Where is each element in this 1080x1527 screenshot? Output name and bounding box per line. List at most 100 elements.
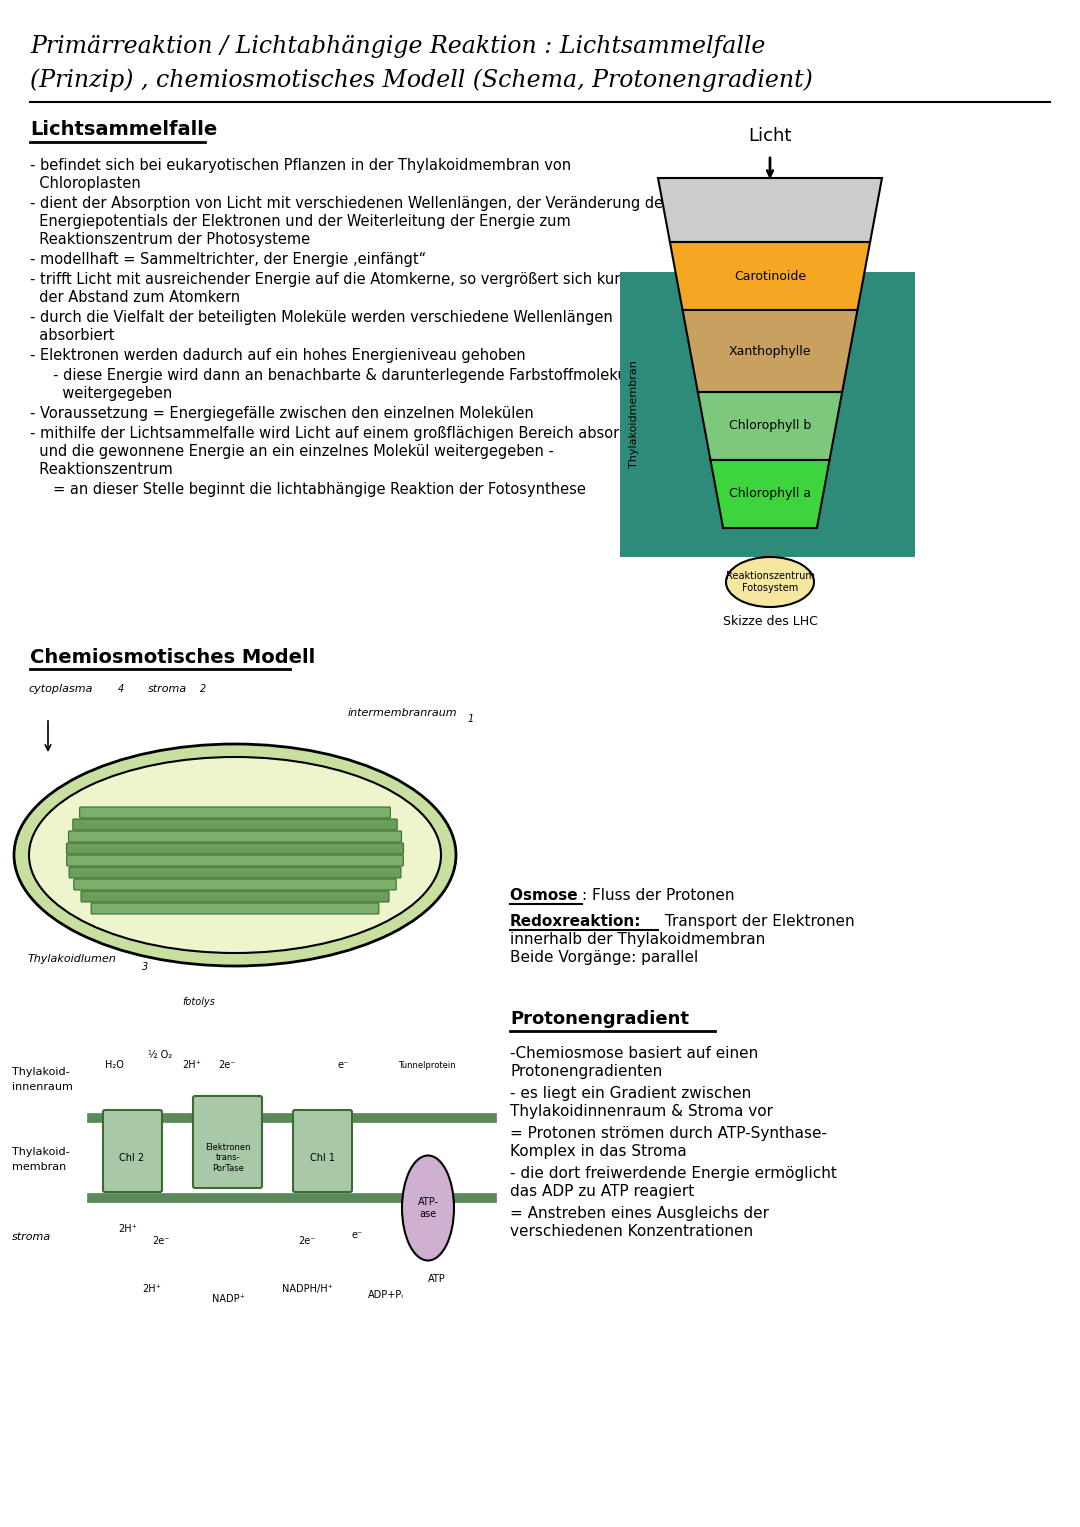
Text: H₂O: H₂O <box>105 1060 124 1070</box>
Polygon shape <box>711 460 829 528</box>
Text: Chloroplasten: Chloroplasten <box>30 176 140 191</box>
Text: 2e⁻: 2e⁻ <box>218 1060 235 1070</box>
Text: Energiepotentials der Elektronen und der Weiterleitung der Energie zum: Energiepotentials der Elektronen und der… <box>30 214 570 229</box>
Text: - modellhaft = Sammeltrichter, der Energie ‚einfängt“: - modellhaft = Sammeltrichter, der Energ… <box>30 252 427 267</box>
Text: Thylakoidlumen: Thylakoidlumen <box>28 954 117 964</box>
Text: - Voraussetzung = Energiegefälle zwischen den einzelnen Molekülen: - Voraussetzung = Energiegefälle zwische… <box>30 406 534 421</box>
Text: Carotinoide: Carotinoide <box>734 269 806 282</box>
Text: = Anstreben eines Ausgleichs der: = Anstreben eines Ausgleichs der <box>510 1206 769 1222</box>
Text: e⁻: e⁻ <box>338 1060 349 1070</box>
FancyBboxPatch shape <box>81 890 389 902</box>
Text: 2H⁺: 2H⁺ <box>183 1060 201 1070</box>
Text: Beide Vorgänge: parallel: Beide Vorgänge: parallel <box>510 950 699 965</box>
Text: fotolys: fotolys <box>183 997 215 1006</box>
Text: Komplex in das Stroma: Komplex in das Stroma <box>510 1144 687 1159</box>
Text: Xanthophylle: Xanthophylle <box>729 345 811 357</box>
Text: stroma: stroma <box>148 684 187 693</box>
Text: - es liegt ein Gradient zwischen: - es liegt ein Gradient zwischen <box>510 1086 752 1101</box>
Ellipse shape <box>402 1156 454 1260</box>
Text: Chlorophyll b: Chlorophyll b <box>729 420 811 432</box>
Text: 2H⁺: 2H⁺ <box>118 1225 137 1234</box>
Bar <box>620 272 915 557</box>
Text: = an dieser Stelle beginnt die lichtabhängige Reaktion der Fotosynthese: = an dieser Stelle beginnt die lichtabhä… <box>30 483 585 496</box>
Text: - Elektronen werden dadurch auf ein hohes Energieniveau gehoben: - Elektronen werden dadurch auf ein hohe… <box>30 348 526 363</box>
Text: ATP-
ase: ATP- ase <box>418 1197 438 1219</box>
Text: Reaktionszentrum der Photosysteme: Reaktionszentrum der Photosysteme <box>30 232 310 247</box>
Ellipse shape <box>14 744 456 967</box>
Polygon shape <box>683 310 858 392</box>
Text: weitergegeben: weitergegeben <box>30 386 172 402</box>
Text: Tunnelprotein: Tunnelprotein <box>399 1061 456 1070</box>
Text: das ADP zu ATP reagiert: das ADP zu ATP reagiert <box>510 1183 694 1199</box>
Polygon shape <box>658 179 882 241</box>
Text: innenraum: innenraum <box>12 1083 72 1092</box>
Ellipse shape <box>29 757 441 953</box>
Text: Chl 2: Chl 2 <box>120 1153 145 1164</box>
Text: NADP⁺: NADP⁺ <box>212 1293 245 1304</box>
Text: Osmose: Osmose <box>510 889 583 902</box>
Text: Thylakoid-: Thylakoid- <box>12 1147 69 1157</box>
FancyBboxPatch shape <box>73 880 396 890</box>
Text: 1: 1 <box>468 715 474 724</box>
Text: Reaktionszentrum
Fotosystem: Reaktionszentrum Fotosystem <box>726 571 814 592</box>
FancyBboxPatch shape <box>193 1096 262 1188</box>
Text: Protonengradient: Protonengradient <box>510 1009 689 1028</box>
Text: ½ O₂: ½ O₂ <box>148 1051 172 1060</box>
Text: 2e⁻: 2e⁻ <box>298 1235 315 1246</box>
Text: 4: 4 <box>118 684 124 693</box>
Text: Redoxreaktion:: Redoxreaktion: <box>510 915 642 928</box>
Text: Thylakoid-: Thylakoid- <box>12 1067 69 1077</box>
Text: verschiedenen Konzentrationen: verschiedenen Konzentrationen <box>510 1225 753 1238</box>
Text: ADP+Pᵢ: ADP+Pᵢ <box>368 1290 404 1299</box>
Text: = Protonen strömen durch ATP-Synthase-: = Protonen strömen durch ATP-Synthase- <box>510 1125 827 1141</box>
Text: NADPH/H⁺: NADPH/H⁺ <box>282 1284 333 1293</box>
Text: Thylakoidmembran: Thylakoidmembran <box>629 360 639 469</box>
Text: 2: 2 <box>200 684 206 693</box>
Text: Lichtsammelfalle: Lichtsammelfalle <box>30 121 217 139</box>
Text: Licht: Licht <box>748 127 792 145</box>
FancyBboxPatch shape <box>72 818 397 831</box>
Text: Protonengradienten: Protonengradienten <box>510 1064 662 1080</box>
FancyBboxPatch shape <box>67 843 404 854</box>
Text: -Chemiosmose basiert auf einen: -Chemiosmose basiert auf einen <box>510 1046 758 1061</box>
Text: Reaktionszentrum: Reaktionszentrum <box>30 463 173 476</box>
FancyBboxPatch shape <box>69 867 401 878</box>
Text: 3: 3 <box>141 962 148 973</box>
Text: und die gewonnene Energie an ein einzelnes Molekül weitergegeben -: und die gewonnene Energie an ein einzeln… <box>30 444 554 460</box>
Text: Primärreaktion / Lichtabhängige Reaktion : Lichtsammelfalle: Primärreaktion / Lichtabhängige Reaktion… <box>30 35 766 58</box>
Ellipse shape <box>726 557 814 608</box>
Text: der Abstand zum Atomkern: der Abstand zum Atomkern <box>30 290 240 305</box>
Text: - diese Energie wird dann an benachbarte & darunterlegende Farbstoffmoleküle: - diese Energie wird dann an benachbarte… <box>30 368 639 383</box>
Text: Chlorophyll a: Chlorophyll a <box>729 487 811 501</box>
Text: membran: membran <box>12 1162 66 1173</box>
Text: intermembranraum: intermembranraum <box>348 709 458 718</box>
Text: e⁻: e⁻ <box>352 1231 363 1240</box>
Text: Elektronen
trans-
PorTase: Elektronen trans- PorTase <box>205 1144 251 1173</box>
Text: innerhalb der Thylakoidmembran: innerhalb der Thylakoidmembran <box>510 931 766 947</box>
Text: Chemiosmotisches Modell: Chemiosmotisches Modell <box>30 647 315 667</box>
Text: Thylakoidinnenraum & Stroma vor: Thylakoidinnenraum & Stroma vor <box>510 1104 773 1119</box>
Text: stroma: stroma <box>12 1232 51 1241</box>
Text: Chl 1: Chl 1 <box>310 1153 335 1164</box>
Text: - trifft Licht mit ausreichender Energie auf die Atomkerne, so vergrößert sich k: - trifft Licht mit ausreichender Energie… <box>30 272 667 287</box>
FancyBboxPatch shape <box>293 1110 352 1193</box>
FancyBboxPatch shape <box>91 902 379 915</box>
Polygon shape <box>670 241 870 310</box>
Text: absorbiert: absorbiert <box>30 328 114 344</box>
Text: Transport der Elektronen: Transport der Elektronen <box>660 915 854 928</box>
Text: (Prinzip) , chemiosmotisches Modell (Schema, Protonengradient): (Prinzip) , chemiosmotisches Modell (Sch… <box>30 69 813 92</box>
Text: - mithilfe der Lichtsammelfalle wird Licht auf einem großflächigen Bereich absor: - mithilfe der Lichtsammelfalle wird Lic… <box>30 426 653 441</box>
FancyBboxPatch shape <box>68 831 402 841</box>
Text: - befindet sich bei eukaryotischen Pflanzen in der Thylakoidmembran von: - befindet sich bei eukaryotischen Pflan… <box>30 157 571 173</box>
Text: - dient der Absorption von Licht mit verschiedenen Wellenlängen, der Veränderung: - dient der Absorption von Licht mit ver… <box>30 195 671 211</box>
Text: ATP: ATP <box>428 1274 446 1284</box>
Text: 2H⁺: 2H⁺ <box>141 1284 161 1293</box>
FancyBboxPatch shape <box>103 1110 162 1193</box>
Text: : Fluss der Protonen: : Fluss der Protonen <box>582 889 734 902</box>
Text: - die dort freiwerdende Energie ermöglicht: - die dort freiwerdende Energie ermöglic… <box>510 1167 837 1180</box>
FancyBboxPatch shape <box>80 806 390 818</box>
Text: 2e⁻: 2e⁻ <box>152 1235 170 1246</box>
FancyBboxPatch shape <box>67 855 403 866</box>
Text: - durch die Vielfalt der beteiligten Moleküle werden verschiedene Wellenlängen: - durch die Vielfalt der beteiligten Mol… <box>30 310 612 325</box>
Text: cytoplasma: cytoplasma <box>28 684 93 693</box>
